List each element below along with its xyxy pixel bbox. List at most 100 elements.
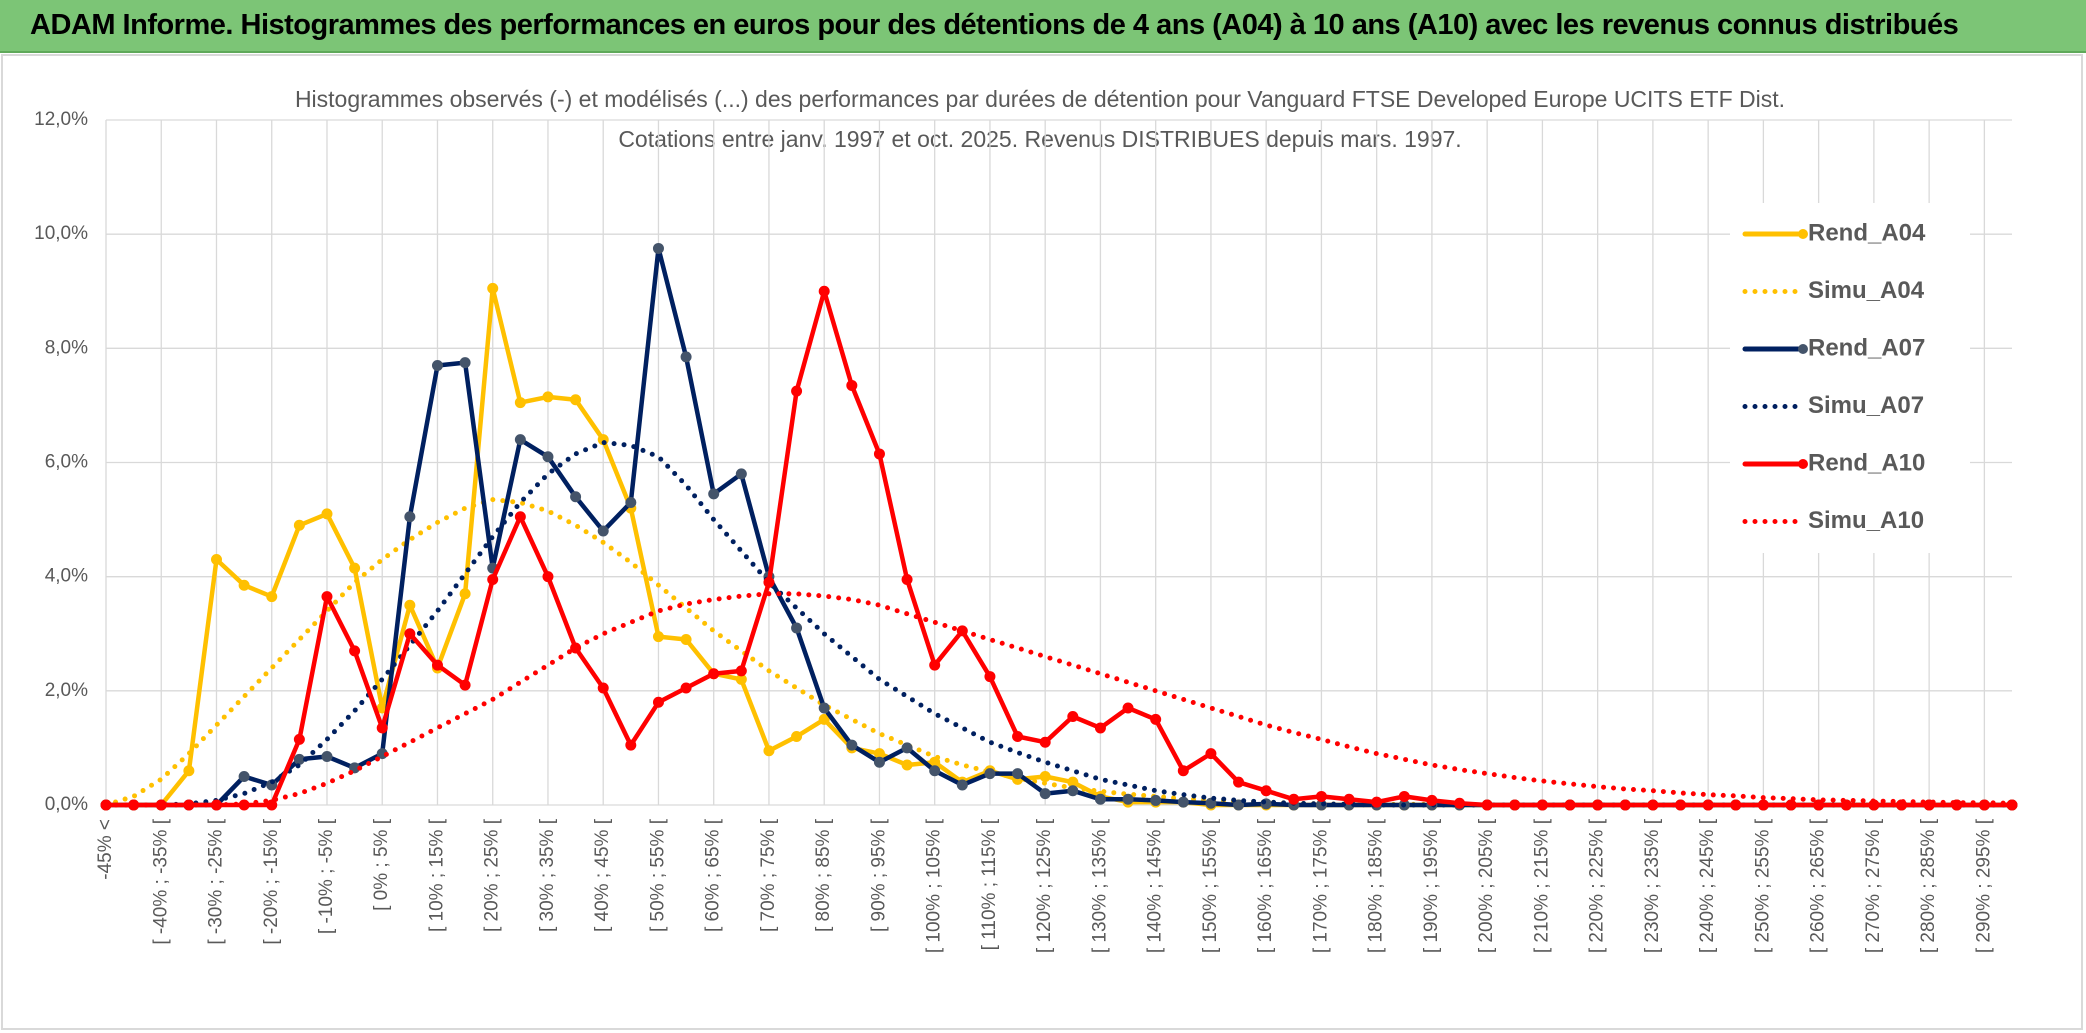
marker [2006,799,2018,811]
series-line [103,289,2015,808]
x-tick-label: [ -40% ; -35% [ [150,818,171,944]
marker [542,571,554,583]
marker [431,659,443,671]
marker [929,765,941,777]
marker [1730,799,1742,811]
marker [1564,799,1576,811]
marker [1177,796,1189,808]
marker [901,759,913,771]
marker [680,351,692,363]
x-tick-label: [ 110% ; 115% [ [979,818,1000,950]
x-tick-label: [ 230% ; 235% [ [1642,818,1663,953]
marker [293,519,305,531]
marker [901,574,913,586]
marker [735,665,747,677]
marker [1592,799,1604,811]
x-tick-label: [ 60% ; 65% [ [703,818,724,932]
marker [652,631,664,643]
marker [570,394,582,406]
marker [1509,799,1521,811]
marker [1012,731,1024,742]
marker [321,508,333,520]
marker [404,599,416,611]
marker [1343,793,1355,805]
series-line [103,440,2015,808]
marker [542,391,554,403]
x-tick-label: [ 250% ; 255% [ [1752,818,1773,953]
marker [1122,702,1134,714]
x-tick-label: [ 240% ; 245% [ [1697,818,1718,953]
x-tick-label: [ 270% ; 275% [ [1863,818,1884,953]
y-tick-label: 12,0% [34,109,88,130]
marker [404,628,416,640]
x-tick-label: [ 200% ; 205% [ [1476,818,1497,953]
x-tick-label: [ 130% ; 135% [ [1089,818,1110,953]
x-tick-label: [ 20% ; 25% [ [482,818,503,932]
x-tick-label: [ 160% ; 165% [ [1255,818,1276,953]
x-tick-label: [ 140% ; 145% [ [1145,818,1166,953]
x-tick-label: [ 260% ; 265% [ [1808,818,1829,953]
x-tick-label: [ 50% ; 55% [ [647,818,668,932]
legend-label: Simu_A04 [1808,277,1925,304]
marker [376,722,388,734]
x-tick-label: [ 40% ; 45% [ [592,818,613,932]
marker [791,731,803,742]
x-tick-label: [ 0% ; 5% [ [371,818,392,911]
marker [238,579,250,591]
marker [459,588,471,600]
chart-title: Histogrammes observés (-) et modélisés (… [295,86,1785,112]
marker [1177,765,1189,777]
legend-marker [1798,344,1808,354]
marker [873,756,885,768]
x-tick-label: [ 120% ; 125% [ [1034,818,1055,953]
marker [791,622,803,634]
marker [1371,796,1383,808]
legend-label: Simu_A07 [1808,392,1924,419]
marker [625,739,637,751]
marker [652,696,664,708]
marker [763,576,775,588]
y-tick-label: 4,0% [45,566,88,587]
marker [652,242,664,254]
marker [514,434,526,446]
marker [1233,776,1245,788]
x-tick-label: [ 290% ; 295% [ [1973,818,1994,953]
marker [321,591,333,603]
x-tick-label: [ 10% ; 15% [ [426,818,447,932]
header-title: ADAM Informe. Histogrammes des performan… [30,9,1959,41]
marker [929,659,941,671]
x-tick-label: [ 70% ; 75% [ [758,818,779,932]
x-tick-label: [ -20% ; -15% [ [261,818,282,944]
marker [597,525,609,537]
legend-box [1730,203,1970,553]
marker [349,645,361,657]
y-tick-label: 8,0% [45,337,88,358]
marker [1094,722,1106,734]
marker [1481,799,1493,811]
marker [1012,768,1024,780]
chart-frame [1,54,2083,1030]
x-tick-label: [ 30% ; 35% [ [537,818,558,932]
marker [487,574,499,586]
marker [984,671,996,683]
marker [1122,793,1134,805]
marker [1315,790,1327,802]
marker [1536,799,1548,811]
marker [183,765,195,777]
marker [846,379,858,391]
y-tick-label: 6,0% [45,452,88,473]
marker [1150,794,1162,806]
marker [708,488,720,500]
x-tick-label: -45% < [95,819,116,880]
marker [1039,788,1051,800]
marker [680,682,692,694]
marker [1233,799,1245,811]
marker [321,750,333,762]
legend-label: Rend_A10 [1808,449,1925,476]
marker [625,496,637,508]
marker [542,451,554,463]
chart-subtitle: Cotations entre janv. 1997 et oct. 2025.… [618,126,1461,152]
x-tick-label: [ -10% ; -5% [ [316,818,337,934]
marker [1150,713,1162,725]
marker [818,713,830,725]
